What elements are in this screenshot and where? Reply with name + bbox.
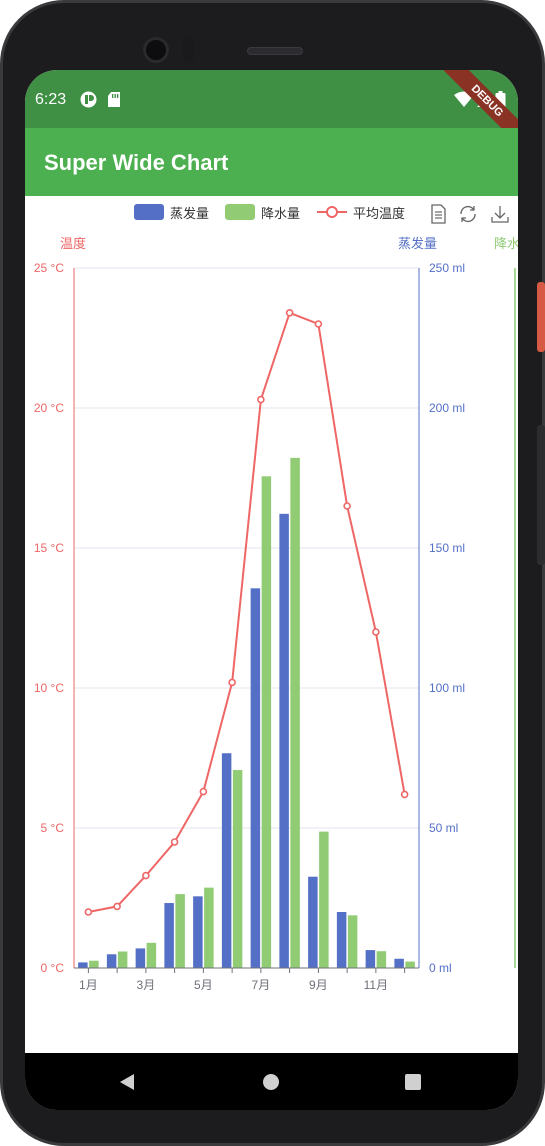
x-tick-label: 1月 xyxy=(79,978,98,992)
temperature-point xyxy=(113,902,121,911)
bar-precipitation xyxy=(347,915,358,968)
proximity-sensor xyxy=(183,37,195,63)
bar-precipitation xyxy=(376,951,387,968)
left-tick-label: 0 °C xyxy=(41,961,65,975)
bar-evaporation xyxy=(164,903,174,968)
bar-precipitation xyxy=(146,942,157,968)
data-view-icon[interactable] xyxy=(427,203,449,225)
bar-precipitation xyxy=(319,831,329,968)
right-axis-name: 蒸发量 xyxy=(398,236,438,251)
temperature-point xyxy=(314,320,323,328)
left-tick-label: 20 °C xyxy=(34,401,64,415)
right-tick-label: 100 ml xyxy=(429,681,465,695)
temperature-point xyxy=(228,678,236,687)
temperature-point xyxy=(170,838,179,846)
status-time: 6:23 xyxy=(35,91,67,108)
bar-evaporation xyxy=(279,513,289,968)
legend-item-temperature[interactable]: 平均温度 xyxy=(317,200,405,224)
legend-item-precipitation[interactable]: 降水量 xyxy=(225,200,300,224)
x-tick-label: 9月 xyxy=(309,978,328,992)
media-notification-icon xyxy=(80,91,97,108)
bar-evaporation xyxy=(336,912,347,968)
legend-line-marker xyxy=(317,206,347,218)
right-tick-label: 50 ml xyxy=(429,821,458,835)
bar-evaporation xyxy=(308,876,318,968)
temperature-point xyxy=(84,908,93,916)
bar-evaporation xyxy=(78,962,88,968)
temperature-line xyxy=(88,311,406,913)
bar-precipitation xyxy=(117,951,128,968)
save-image-icon[interactable] xyxy=(489,203,511,225)
x-tick-label: 11月 xyxy=(364,978,388,992)
x-tick-label: 5月 xyxy=(194,978,213,992)
temperature-point xyxy=(199,787,208,796)
legend-label: 蒸发量 xyxy=(170,205,210,221)
bar-evaporation xyxy=(106,954,117,968)
volume-button[interactable] xyxy=(537,425,545,565)
bar-evaporation xyxy=(365,950,376,968)
sd-card-icon xyxy=(108,92,120,107)
bar-evaporation xyxy=(394,958,404,968)
bar-precipitation xyxy=(261,476,272,968)
temperature-point xyxy=(142,871,150,880)
temperature-point xyxy=(372,628,380,636)
left-tick-label: 15 °C xyxy=(34,541,64,555)
back-icon[interactable] xyxy=(118,1073,136,1091)
x-tick-label: 7月 xyxy=(252,978,271,992)
temperature-point xyxy=(257,395,265,404)
legend-swatch xyxy=(134,204,164,220)
bar-evaporation xyxy=(193,896,203,968)
bar-evaporation xyxy=(250,588,261,968)
recents-icon[interactable] xyxy=(404,1073,422,1091)
legend-item-evaporation[interactable]: 蒸发量 xyxy=(134,200,209,224)
power-button[interactable] xyxy=(537,282,545,352)
right-tick-label: 150 ml xyxy=(429,541,465,555)
app-bar: Super Wide Chart xyxy=(25,128,518,196)
bar-precipitation xyxy=(232,770,243,968)
right-tick-label: 200 ml xyxy=(429,401,465,415)
bar-precipitation xyxy=(89,960,99,968)
right-axis-2-name: 降水 xyxy=(494,236,518,251)
restore-icon[interactable] xyxy=(457,203,479,225)
screen: 6:23 DEBUG Super Wide Chart 蒸发量 xyxy=(25,70,518,1110)
legend-swatch xyxy=(225,204,255,220)
bar-precipitation xyxy=(175,894,185,968)
front-camera xyxy=(143,37,169,63)
status-bar: 6:23 DEBUG xyxy=(25,70,518,154)
legend-label: 平均温度 xyxy=(353,205,406,221)
bar-evaporation xyxy=(221,753,232,968)
x-tick-label: 3月 xyxy=(137,978,156,992)
temperature-point xyxy=(400,790,409,799)
right-tick-label: 250 ml xyxy=(429,261,465,275)
home-icon[interactable] xyxy=(262,1073,280,1091)
bar-precipitation xyxy=(290,457,300,968)
navigation-bar xyxy=(25,1053,518,1110)
chart: 0 °C 0 ml 5 °C 50 ml 10 °C 100 ml 15 °C 150 ml 2… xyxy=(34,261,516,992)
left-tick-label: 25 °C xyxy=(34,261,64,275)
temperature-point xyxy=(343,502,351,510)
bar-precipitation xyxy=(204,887,214,968)
bar-precipitation xyxy=(405,961,415,968)
right-tick-label: 0 ml xyxy=(429,961,452,975)
legend-label: 降水量 xyxy=(261,205,301,221)
earpiece-speaker xyxy=(247,47,303,55)
page-title: Super Wide Chart xyxy=(44,150,229,175)
left-tick-label: 5 °C xyxy=(41,821,65,835)
temperature-point xyxy=(285,308,294,317)
bar-evaporation xyxy=(135,948,146,968)
left-tick-label: 10 °C xyxy=(34,681,64,695)
left-axis-name: 温度 xyxy=(60,236,87,251)
